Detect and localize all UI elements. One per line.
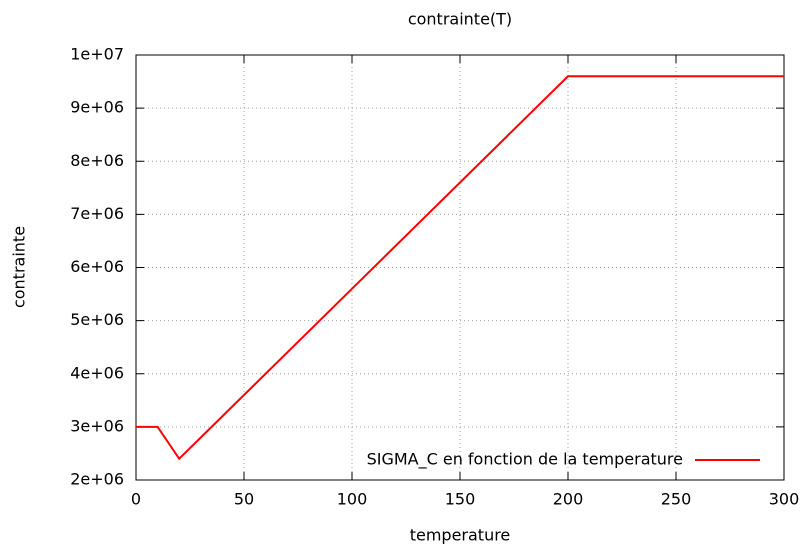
y-tick-label: 7e+06 <box>70 204 124 223</box>
y-axis-label: contrainte <box>10 226 29 308</box>
x-tick-label: 200 <box>553 490 584 509</box>
chart-title: contrainte(T) <box>408 10 512 29</box>
y-tick-label: 6e+06 <box>70 257 124 276</box>
y-tick-label: 3e+06 <box>70 416 124 435</box>
legend-label: SIGMA_C en fonction de la temperature <box>367 450 683 470</box>
x-tick-label: 300 <box>769 490 800 509</box>
x-axis-label: temperature <box>410 526 511 545</box>
y-tick-label: 8e+06 <box>70 151 124 170</box>
x-tick-label: 50 <box>234 490 254 509</box>
x-tick-label: 0 <box>131 490 141 509</box>
y-tick-label: 9e+06 <box>70 98 124 117</box>
y-tick-label: 4e+06 <box>70 363 124 382</box>
data-line <box>136 75 784 461</box>
y-tick-label: 1e+07 <box>70 45 124 64</box>
y-tick-label: 2e+06 <box>70 470 124 489</box>
y-tick-label: 5e+06 <box>70 310 124 329</box>
x-tick-label: 100 <box>337 490 368 509</box>
x-tick-label: 150 <box>445 490 476 509</box>
plot-frame <box>135 54 785 481</box>
x-tick-label: 250 <box>661 490 692 509</box>
